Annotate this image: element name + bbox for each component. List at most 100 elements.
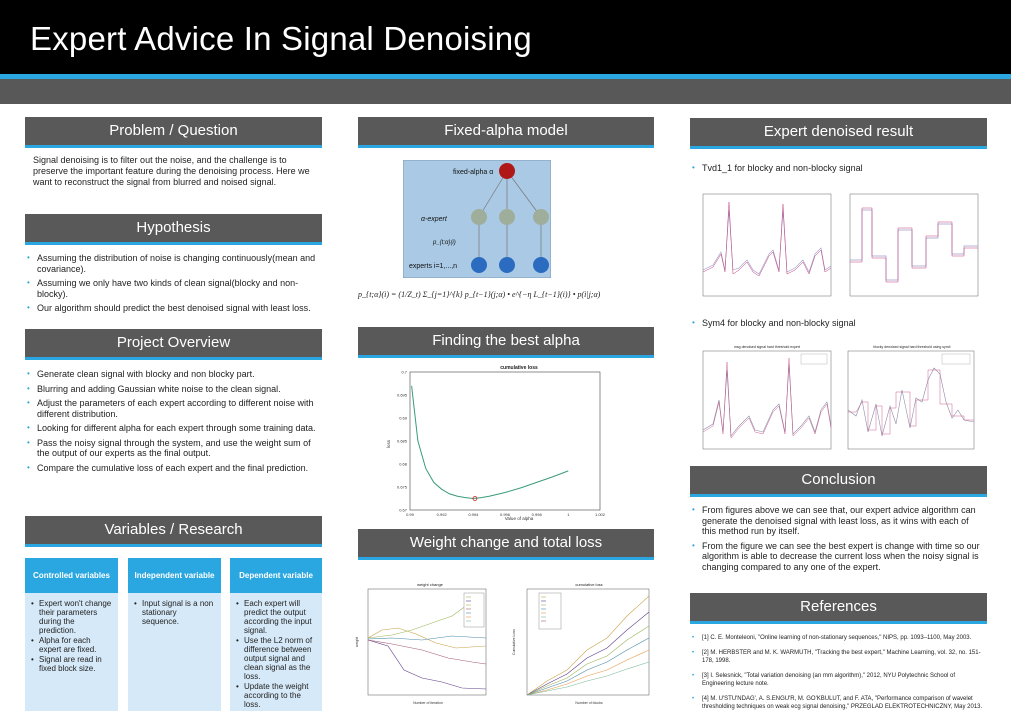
result-caption-2: Sym4 for blocky and non-blocky signal: [690, 318, 987, 333]
y-tick-label: 0.685: [397, 439, 408, 444]
list-item: [1] C. E. Monteleoni, "Online learning o…: [690, 634, 983, 643]
alpha-expert-node: [499, 209, 515, 225]
fixed-alpha-section: Fixed-alpha model: [358, 117, 654, 148]
y-tick-label: 0.675: [397, 485, 408, 490]
list-item: Pass the noisy signal through the system…: [25, 438, 316, 459]
loss-curve: [411, 385, 569, 500]
best-alpha-section: Finding the best alpha: [358, 327, 654, 358]
controlled-variables-box: Expert won't change their parameters dur…: [25, 593, 118, 711]
subtitle-bar: [0, 79, 1011, 104]
y-tick-label: 0.695: [397, 393, 408, 398]
list-item: Compare the cumulative loss of each expe…: [25, 463, 316, 474]
fixed-alpha-heading: Fixed-alpha model: [358, 117, 654, 148]
title-bar: Expert Advice In Signal Denoising: [0, 0, 1011, 74]
alpha-expert-node: [533, 209, 549, 225]
list-item: Generate clean signal with blocky and no…: [25, 369, 316, 380]
mid-node-label: α-expert: [421, 216, 448, 223]
edge-label: p_{t;α}(i): [432, 240, 456, 246]
chart-title: weight change: [417, 582, 444, 587]
sym4-nonblocky-plot: msg denoised signal hard threshold exper…: [702, 345, 832, 450]
poster-title: Expert Advice In Signal Denoising: [30, 20, 532, 57]
conclusion-list: From figures above we can see that, our …: [690, 505, 983, 572]
variables-section: Variables / Research: [25, 516, 322, 547]
list-item: Adjust the parameters of each expert acc…: [25, 398, 316, 419]
weight-section: Weight change and total loss: [358, 529, 654, 560]
y-tick-label: 0.7: [401, 370, 407, 375]
update-formula: p_{t;α}(i) = (1/Z_t) Σ_{j=1}^{k} p_{t−1}…: [358, 290, 601, 299]
conclusion-heading: Conclusion: [690, 466, 987, 497]
chart-title: cumulative loss: [500, 365, 538, 371]
overview-section: Project Overview Generate clean signal w…: [25, 329, 322, 477]
references-heading: References: [690, 593, 987, 624]
independent-variable-list: Input signal is a non stationary sequenc…: [128, 593, 221, 626]
left-column: Problem / Question Signal denoising is t…: [25, 117, 322, 188]
plot-title: blocky denoised signal hard threshold us…: [873, 345, 950, 349]
x-tick-label: 0.996: [500, 512, 511, 517]
dependent-variable-list: Each expert will predict the output acco…: [230, 593, 322, 709]
list-item: [2] M. HERBSTER and M. K. WARMUTH, "Trac…: [690, 649, 983, 666]
expert-node: [533, 257, 549, 273]
tvd-nonblocky-plot: [702, 193, 832, 297]
list-item: Expert won't change their parameters dur…: [31, 599, 112, 635]
expert-node: [499, 257, 515, 273]
dependent-variable-box: Each expert will predict the output acco…: [230, 593, 322, 711]
variables-heading: Variables / Research: [25, 516, 322, 547]
hypothesis-list: Assuming the distribution of noise is ch…: [25, 253, 316, 314]
y-tick-label: 0.68: [399, 462, 408, 467]
x-tick-label: 1.002: [595, 512, 606, 517]
list-item: [3] I. Selesnick, "Total variation denoi…: [690, 672, 983, 689]
hypothesis-section: Hypothesis Assuming the distribution of …: [25, 214, 322, 318]
list-item: Assuming we only have two kinds of clean…: [25, 278, 316, 299]
accent-strip: [0, 74, 1011, 79]
controlled-variables-list: Expert won't change their parameters dur…: [25, 593, 118, 673]
list-item: [4] M. U'STU'NDAG', A. S.ENGU'R, M. GO'K…: [690, 695, 983, 712]
bottom-node-label: experts i=1,...,n: [409, 263, 457, 270]
tvd-blocky-plot: [849, 193, 979, 297]
result-caption-1: Tvd1_1 for blocky and non-blocky signal: [690, 163, 987, 178]
list-item: Sym4 for blocky and non-blocky signal: [690, 318, 987, 329]
best-alpha-heading: Finding the best alpha: [358, 327, 654, 358]
problem-heading: Problem / Question: [25, 117, 322, 148]
y-axis-label: loss: [386, 439, 391, 448]
plot-title: msg denoised signal hard threshold exper…: [734, 345, 800, 349]
x-tick-label: 0.992: [437, 512, 448, 517]
y-tick-label: 0.67: [399, 508, 408, 513]
list-item: From figures above we can see that, our …: [690, 505, 983, 537]
fixed-alpha-diagram: fixed-alpha α α-expert p_{t;α}(i) expert…: [403, 160, 551, 278]
sym4-blocky-plot: blocky denoised signal hard threshold us…: [847, 345, 975, 450]
independent-variable-box: Input signal is a non stationary sequenc…: [128, 593, 221, 711]
list-item: Signal are read in fixed block size.: [31, 655, 112, 673]
weight-change-chart: weight change Number of iteration weight: [355, 582, 487, 705]
list-item: Input signal is a non stationary sequenc…: [134, 599, 215, 626]
controlled-variables-header: Controlled variables: [25, 558, 118, 593]
list-item: Assuming the distribution of noise is ch…: [25, 253, 316, 274]
x-axis-label: Number of iteration: [413, 701, 443, 705]
y-axis-label: weight: [355, 637, 359, 647]
conclusion-section: Conclusion From figures above we can see…: [690, 466, 987, 576]
cumulative-loss-chart: cumulative loss Number of blocks Cumulat…: [512, 582, 650, 705]
x-tick-label: 0.99: [406, 512, 415, 517]
y-tick-label: 0.69: [399, 416, 408, 421]
list-item: Looking for different alpha for each exp…: [25, 423, 316, 434]
best-alpha-marker: [472, 496, 478, 501]
list-item: From the figure we can see the best expe…: [690, 541, 983, 573]
weight-heading: Weight change and total loss: [358, 529, 654, 560]
list-item: Update the weight according to the loss.: [236, 682, 316, 709]
references-list: [1] C. E. Monteleoni, "Online learning o…: [690, 634, 983, 712]
list-item: Tvd1_1 for blocky and non-blocky signal: [690, 163, 987, 174]
expert-node: [471, 257, 487, 273]
x-tick-label: 0.998: [532, 512, 543, 517]
x-axis-label: Value of alpha: [505, 516, 534, 521]
y-axis-label: Cumulative Loss: [512, 629, 516, 655]
list-item: Blurring and adding Gaussian white noise…: [25, 384, 316, 395]
dependent-variable-header: Dependent variable: [230, 558, 322, 593]
independent-variable-header: Independent variable: [128, 558, 221, 593]
overview-list: Generate clean signal with blocky and no…: [25, 369, 316, 473]
result-heading: Expert denoised result: [690, 118, 987, 149]
x-axis-label: Number of blocks: [575, 701, 602, 705]
chart-title: cumulative loss: [575, 582, 602, 587]
list-item: Alpha for each expert are fixed.: [31, 636, 112, 654]
top-node-label: fixed-alpha α: [453, 169, 493, 176]
result-section: Expert denoised result: [690, 118, 987, 149]
list-item: Each expert will predict the output acco…: [236, 599, 316, 635]
